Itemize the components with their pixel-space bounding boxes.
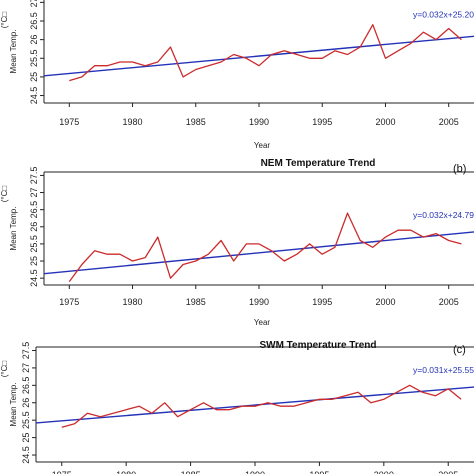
chart-title: NEM Temperature Trend: [261, 158, 376, 169]
trend-equation-label: y=0.032x+24.79: [413, 210, 474, 220]
x-tick-label: 1990: [245, 470, 265, 474]
y-tick-label: 27.5: [29, 167, 39, 185]
x-tick-label: 1995: [312, 117, 332, 127]
x-tick-label: 1995: [309, 470, 329, 474]
y-axis-unit: (°C□: [0, 12, 9, 29]
x-tick-label: 2005: [439, 117, 459, 127]
trend-equation-label: y=0.031x+25.55: [413, 365, 474, 375]
x-tick-label: 2000: [375, 117, 395, 127]
y-axis-title: Mean Temp.: [9, 207, 18, 251]
y-tick-label: 26: [21, 398, 31, 408]
series-line: [69, 24, 462, 82]
y-tick-label: 24.5: [21, 446, 31, 464]
y-tick-label: 26.5: [29, 201, 39, 219]
y-tick-label: 27: [29, 188, 39, 198]
x-axis-title: Year: [254, 141, 271, 150]
x-tick-label: 1985: [186, 297, 206, 307]
y-tick-label: 25.5: [29, 50, 39, 68]
trend-line: [44, 35, 474, 77]
chart-title: SWM Temperature Trend: [259, 340, 376, 351]
x-tick-label: 2005: [438, 470, 458, 474]
y-tick-label: 26: [29, 222, 39, 232]
y-tick-label: 26.5: [29, 12, 39, 30]
x-tick-label: 1975: [52, 470, 72, 474]
x-tick-label: 1975: [59, 297, 79, 307]
series-line: [61, 384, 462, 428]
y-tick-label: 26.5: [21, 377, 31, 395]
panel-swm-temperature-trend: 24.5 25 25.5 26 26.5 27 27.5 1975 1980 1985 1990 19…: [0, 340, 474, 474]
x-axis-title: Year: [254, 318, 271, 327]
panel-mean-temperature-trend: 24.5 25 25.5 26 26.5 27 1975 1980 1985 1990 1995 20…: [0, 0, 474, 150]
y-tick-label: 24.5: [29, 87, 39, 105]
trend-line: [44, 231, 474, 275]
y-tick-label: 25.5: [21, 411, 31, 429]
y-axis-unit: (°C□: [0, 361, 9, 378]
y-axis-unit: (°C□: [0, 186, 9, 203]
x-tick-label: 1990: [249, 297, 269, 307]
panel-nem-temperature-trend: 24.5 25 25.5 26 26.5 27 27.5 1975 1980 1985 1990 19…: [0, 158, 474, 327]
panel-tag: (c): [453, 344, 466, 356]
y-axis-title: Mean Temp.: [9, 383, 18, 427]
x-tick-label: 1990: [249, 117, 269, 127]
x-tick-label: 1975: [59, 117, 79, 127]
trend-equation-label: y=0.032x+25.20: [413, 10, 474, 20]
x-tick-label: 1980: [123, 117, 143, 127]
y-tick-label: 25: [29, 256, 39, 266]
trend-line: [36, 386, 474, 424]
y-tick-label: 25.5: [29, 235, 39, 253]
x-tick-label: 1985: [181, 470, 201, 474]
panel-tag: (b): [453, 163, 466, 175]
x-tick-label: 1980: [123, 297, 143, 307]
x-tick-label: 2005: [439, 297, 459, 307]
x-tick-label: 1980: [116, 470, 136, 474]
y-tick-label: 27: [29, 0, 39, 7]
y-tick-label: 25: [29, 72, 39, 82]
series-line: [68, 212, 462, 282]
y-tick-label: 27: [21, 363, 31, 373]
y-tick-label: 26: [29, 35, 39, 45]
x-tick-label: 1985: [186, 117, 206, 127]
y-tick-label: 24.5: [29, 269, 39, 287]
y-tick-label: 27.5: [21, 342, 31, 360]
x-tick-label: 2000: [375, 297, 395, 307]
x-tick-label: 2000: [374, 470, 394, 474]
x-tick-label: 1995: [312, 297, 332, 307]
y-tick-label: 25: [21, 433, 31, 443]
y-axis-title: Mean Temp.: [9, 30, 18, 74]
